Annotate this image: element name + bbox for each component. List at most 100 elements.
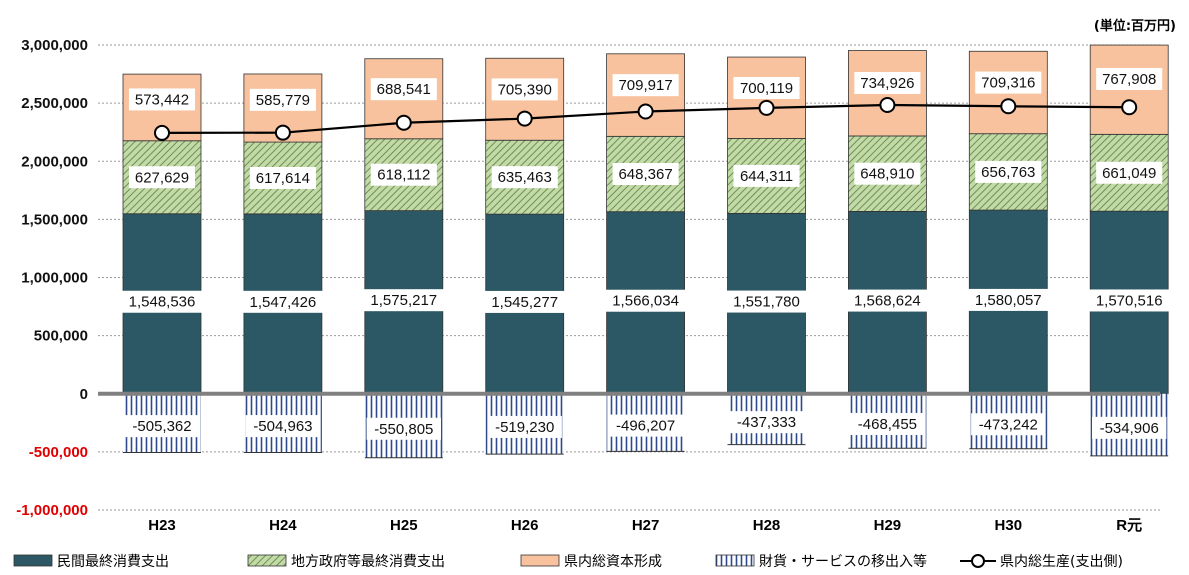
y-tick-label: 500,000	[34, 328, 88, 345]
label-capital-box	[128, 88, 196, 111]
label-gov-box	[854, 162, 921, 185]
label-private: 1,551,780	[733, 294, 800, 311]
label-private-box	[1087, 289, 1171, 312]
y-tick-label: 2,000,000	[21, 153, 88, 170]
label-gov: 661,049	[1102, 165, 1156, 182]
label-private: 1,548,536	[129, 294, 196, 311]
axes: 3,000,000 2,500,000 2,000,000 1,500,000 1,00…	[16, 37, 1160, 534]
x-tick-label: H23	[148, 517, 176, 534]
label-gov: 656,763	[981, 164, 1035, 181]
y-tick-label: -500,000	[29, 444, 88, 461]
label-gov: 648,910	[860, 166, 914, 183]
label-capital-box	[612, 74, 679, 97]
line-marker	[758, 99, 775, 116]
label-capital: 585,779	[256, 92, 310, 109]
label-private: 1,570,516	[1096, 292, 1163, 309]
line-marker	[1000, 98, 1017, 115]
label-capital: 734,926	[860, 75, 914, 92]
label-gov-box	[128, 166, 196, 189]
label-net: -534,906	[1100, 420, 1159, 437]
line-marker	[879, 96, 896, 113]
legend-line-marker	[971, 554, 985, 568]
label-private: 1,580,057	[975, 292, 1042, 309]
line-marker	[154, 124, 170, 141]
label-net-box	[487, 415, 562, 438]
label-net-box	[124, 415, 200, 438]
label-gov-box	[733, 164, 800, 187]
y-tick-label: -1,000,000	[16, 502, 88, 519]
legend-label-line: 県内総生産(支出側)	[1000, 554, 1123, 570]
legend-label-private: 民間最終消費支出	[57, 554, 169, 570]
x-tick-label: H29	[874, 517, 902, 534]
label-private: 1,545,277	[491, 294, 558, 311]
label-capital-box	[854, 71, 921, 94]
label-gov-box	[612, 163, 679, 186]
label-net-box	[850, 412, 925, 435]
label-capital: 709,917	[618, 77, 672, 94]
label-net: -519,230	[495, 419, 554, 436]
label-capital: 688,541	[377, 81, 431, 98]
y-tick-label: 3,000,000	[21, 37, 88, 54]
y-tick-label: 0	[80, 386, 88, 403]
legend-label-net: 財貨・サービスの移出入等	[759, 553, 927, 570]
legend-swatch-capital	[520, 554, 560, 567]
unit-label: (単位:百万円)	[1094, 18, 1176, 34]
label-capital-box	[733, 76, 800, 99]
label-capital-box	[491, 78, 558, 101]
x-tick-label: H28	[753, 517, 781, 534]
label-gov: 648,367	[618, 166, 672, 183]
label-private: 1,568,624	[854, 293, 921, 310]
label-capital: 700,119	[740, 80, 793, 97]
label-net: -437,333	[737, 414, 796, 431]
label-net: -468,455	[858, 416, 917, 433]
line-marker	[274, 124, 291, 141]
label-private-box	[604, 289, 687, 312]
data-labels: 1,548,536 627,629 573,442 -505,362 1,547,426…	[120, 67, 1171, 440]
label-net-box	[608, 414, 683, 437]
label-net-box	[366, 417, 441, 440]
line-marker	[516, 110, 533, 127]
label-net-box	[729, 411, 804, 434]
label-private: 1,547,426	[250, 294, 317, 311]
x-tick-label: R元	[1116, 517, 1142, 534]
label-capital-box	[1096, 67, 1163, 90]
label-net-box	[1092, 416, 1167, 439]
legend-swatch-private	[13, 554, 53, 567]
label-gov-box	[975, 160, 1042, 183]
label-net: -504,963	[253, 418, 312, 435]
label-net-box	[245, 415, 321, 438]
label-gov-box	[249, 166, 316, 189]
label-capital: 705,390	[498, 81, 552, 98]
label-capital: 573,442	[135, 91, 189, 108]
label-gov: 617,614	[256, 170, 310, 187]
x-tick-label: H30	[995, 517, 1023, 534]
label-gov: 618,112	[377, 167, 430, 184]
label-private-box	[725, 290, 808, 313]
x-tick-label: H25	[390, 517, 418, 534]
label-gov: 644,311	[740, 168, 793, 185]
label-gov: 635,463	[498, 169, 552, 186]
label-gov-box	[1096, 161, 1163, 184]
line-marker	[1121, 99, 1138, 116]
label-private: 1,575,217	[370, 292, 437, 309]
label-net-box	[971, 413, 1046, 436]
legend-label-capital: 県内総資本形成	[564, 554, 662, 570]
line-marker	[637, 103, 654, 120]
line-marker	[395, 114, 412, 131]
label-gov-box	[491, 166, 558, 189]
label-private-box	[120, 290, 204, 313]
label-capital-box	[975, 71, 1042, 94]
label-net: -550,805	[374, 421, 433, 438]
x-tick-label: H24	[269, 517, 297, 534]
label-gov: 627,629	[135, 169, 189, 186]
y-tick-label: 1,000,000	[21, 270, 88, 287]
x-tick-label: H26	[511, 517, 539, 534]
label-private-box	[846, 289, 929, 312]
label-net: -496,207	[616, 418, 675, 435]
legend-label-gov: 地方政府等最終消費支出	[291, 553, 445, 570]
label-net: -505,362	[132, 418, 191, 435]
y-tick-label: 1,500,000	[21, 211, 88, 228]
legend: 民間最終消費支出 地方政府等最終消費支出 県内総資本形成 財貨・サービスの移出入等 県内…	[13, 553, 1123, 570]
label-capital-box	[370, 78, 437, 101]
